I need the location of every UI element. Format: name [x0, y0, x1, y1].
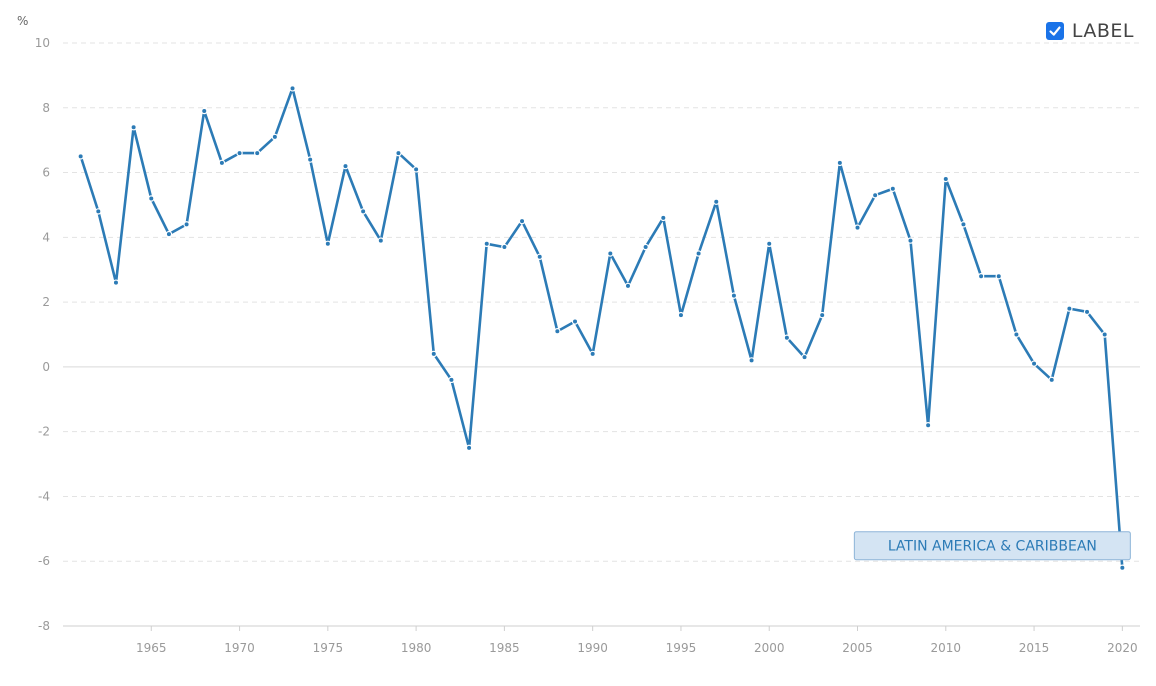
check-icon: [1049, 26, 1061, 36]
data-point[interactable]: [748, 357, 755, 364]
series-line: [79, 87, 1124, 570]
y-tick-label: -6: [38, 554, 50, 568]
data-point[interactable]: [783, 334, 791, 341]
data-point[interactable]: [607, 250, 614, 257]
y-axis-ticks: -8 -6 -4 -2 0 2 4 6 8 10: [35, 36, 50, 633]
series-label: LATIN AMERICA & CARIBBEAN: [888, 539, 1097, 555]
series-annotation[interactable]: LATIN AMERICA & CARIBBEAN: [853, 531, 1131, 561]
data-point[interactable]: [412, 166, 420, 173]
x-tick-label: 1970: [224, 641, 255, 655]
x-tick-label: 2020: [1107, 641, 1138, 655]
data-point[interactable]: [589, 350, 596, 358]
data-point[interactable]: [236, 149, 243, 157]
y-tick-label: -2: [38, 425, 50, 439]
data-point[interactable]: [713, 198, 720, 205]
data-point[interactable]: [854, 224, 861, 231]
data-point[interactable]: [889, 185, 897, 192]
x-tick-label: 1995: [666, 641, 697, 655]
data-point[interactable]: [730, 292, 738, 299]
data-point[interactable]: [342, 162, 349, 170]
data-point[interactable]: [271, 133, 279, 141]
x-tick-label: 1975: [313, 641, 344, 655]
y-tick-label: 0: [42, 360, 50, 374]
data-point[interactable]: [95, 208, 102, 215]
x-tick-label: 1985: [489, 641, 520, 655]
y-tick-label: 4: [42, 230, 50, 244]
data-point[interactable]: [201, 107, 208, 115]
data-point[interactable]: [289, 85, 296, 92]
data-point[interactable]: [448, 376, 455, 384]
data-point[interactable]: [536, 253, 543, 260]
grid-lines: [63, 42, 1140, 627]
data-point[interactable]: [907, 237, 914, 244]
data-point[interactable]: [571, 318, 579, 325]
data-point[interactable]: [148, 195, 155, 202]
legend-checkbox[interactable]: [1045, 22, 1064, 40]
data-point[interactable]: [359, 208, 367, 215]
data-point[interactable]: [130, 124, 137, 131]
y-axis-unit-label: %: [17, 14, 28, 28]
y-tick-label: 6: [42, 166, 50, 180]
data-point[interactable]: [483, 240, 490, 248]
data-point[interactable]: [695, 250, 702, 257]
data-point[interactable]: [642, 243, 649, 251]
data-point[interactable]: [818, 311, 826, 319]
data-point[interactable]: [218, 159, 226, 167]
data-point[interactable]: [871, 192, 879, 199]
data-point[interactable]: [942, 175, 949, 183]
data-point[interactable]: [112, 279, 120, 286]
data-point[interactable]: [395, 149, 402, 157]
data-point[interactable]: [183, 221, 190, 228]
data-point[interactable]: [1013, 331, 1020, 338]
x-tick-label: 1980: [401, 641, 432, 655]
data-point[interactable]: [1066, 305, 1073, 312]
series-label-box[interactable]: [853, 531, 1131, 561]
data-point[interactable]: [977, 273, 985, 280]
data-point[interactable]: [1048, 376, 1055, 384]
y-tick-label: 8: [42, 101, 50, 115]
legend-label: LABEL: [1071, 20, 1134, 42]
data-point[interactable]: [1030, 360, 1038, 367]
legend[interactable]: LABEL: [1045, 20, 1134, 42]
data-point[interactable]: [77, 153, 84, 160]
x-tick-label: 2000: [754, 641, 785, 655]
data-point[interactable]: [501, 243, 508, 251]
data-point[interactable]: [377, 237, 385, 244]
data-point[interactable]: [924, 421, 932, 429]
data-point[interactable]: [554, 328, 561, 335]
data-point[interactable]: [1119, 564, 1126, 571]
x-tick-label: 2005: [842, 641, 873, 655]
x-tick-label: 1965: [136, 641, 167, 655]
data-point[interactable]: [254, 149, 261, 157]
x-axis-ticks: 1965 1970 1975 1980 1985 1990 1995 2000 2005 2010…: [136, 626, 1138, 655]
data-point[interactable]: [518, 217, 526, 225]
data-point[interactable]: [1083, 308, 1091, 316]
data-point[interactable]: [836, 159, 844, 167]
series-layer: [77, 85, 1126, 571]
data-point[interactable]: [677, 311, 685, 319]
data-point[interactable]: [766, 240, 773, 248]
y-tick-label: -8: [38, 619, 50, 633]
data-point[interactable]: [960, 221, 967, 228]
y-tick-label: -4: [38, 489, 50, 503]
data-point[interactable]: [324, 240, 332, 248]
y-tick-label: 2: [42, 295, 50, 309]
data-point[interactable]: [624, 282, 632, 290]
x-tick-label: 2010: [931, 641, 962, 655]
y-tick-label: 10: [35, 36, 50, 50]
data-point[interactable]: [465, 444, 473, 452]
data-point[interactable]: [306, 156, 314, 163]
data-point[interactable]: [995, 273, 1002, 280]
data-point[interactable]: [1101, 331, 1108, 338]
x-tick-label: 1990: [577, 641, 608, 655]
data-point[interactable]: [801, 353, 808, 361]
x-tick-label: 2015: [1019, 641, 1050, 655]
data-point[interactable]: [660, 214, 667, 222]
data-point[interactable]: [430, 350, 437, 358]
data-point[interactable]: [165, 230, 173, 238]
